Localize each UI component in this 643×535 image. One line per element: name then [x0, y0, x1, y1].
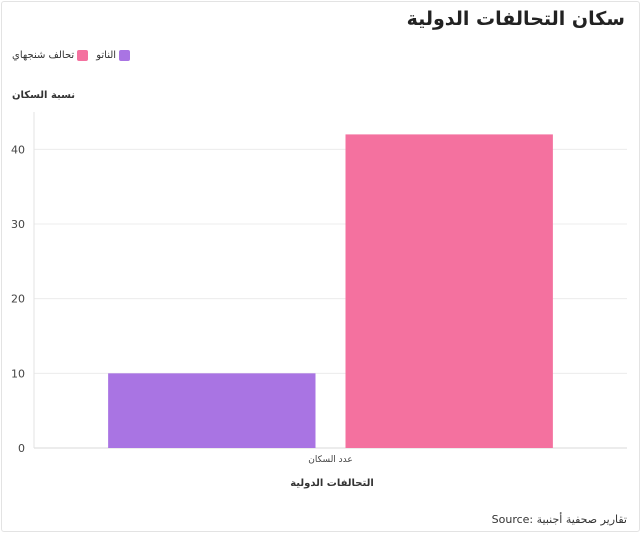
legend-swatch-nato: [119, 50, 131, 61]
y-tick-label: 10: [11, 367, 25, 380]
bar-1: [345, 134, 553, 448]
chart-title: سكان التحالفات الدولية: [406, 8, 625, 30]
y-tick-label: 30: [11, 218, 25, 231]
y-tick-label: 0: [18, 442, 25, 455]
x-tick-label: عدد السكان: [308, 455, 353, 465]
y-tick-label: 20: [11, 293, 25, 306]
legend-label-nato: الناتو: [96, 50, 117, 61]
legend-label-shanghai: تحالف شنجهاي: [12, 50, 75, 61]
bar-0: [108, 373, 316, 448]
x-axis-label: التحالفات الدولية: [290, 478, 374, 489]
y-axis-label: نسبة السكان: [12, 90, 76, 101]
legend-swatch-shanghai: [77, 50, 89, 61]
legend-item-shanghai[interactable]: تحالف شنجهاي: [12, 50, 89, 61]
legend: الناتو تحالف شنجهاي: [12, 50, 131, 61]
y-tick-label: 40: [11, 143, 25, 156]
legend-item-nato[interactable]: الناتو: [96, 50, 131, 61]
source-note: Source: تقارير صحفية أجنبية: [491, 513, 627, 526]
